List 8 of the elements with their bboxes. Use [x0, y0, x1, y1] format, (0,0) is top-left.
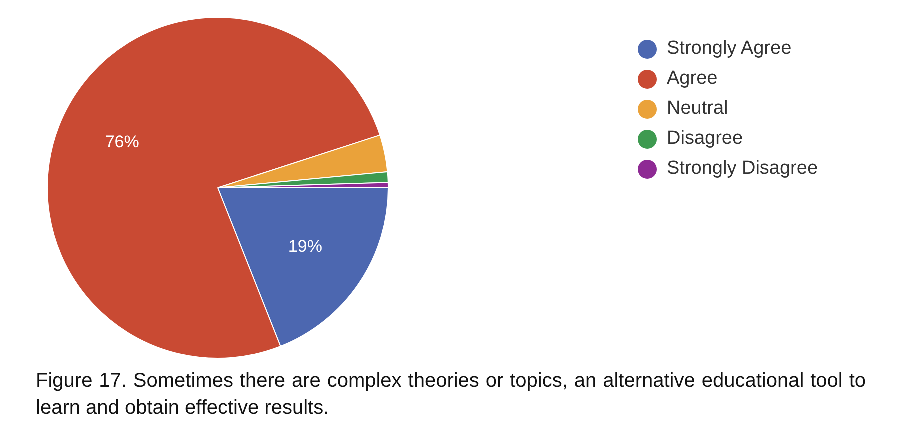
legend-label: Strongly Agree	[667, 38, 792, 60]
caption: Figure 17. Sometimes there are complex theories or topics, an alternative educational tool to learn and obtain effective results.	[36, 369, 866, 421]
data-label: 19%	[288, 237, 322, 256]
data-label: 76%	[105, 132, 140, 152]
legend-label: Strongly Disagree	[667, 158, 818, 180]
legend-label: Agree	[667, 68, 718, 90]
legend-label: Neutral	[667, 98, 728, 120]
legend-label: Disagree	[667, 128, 744, 150]
